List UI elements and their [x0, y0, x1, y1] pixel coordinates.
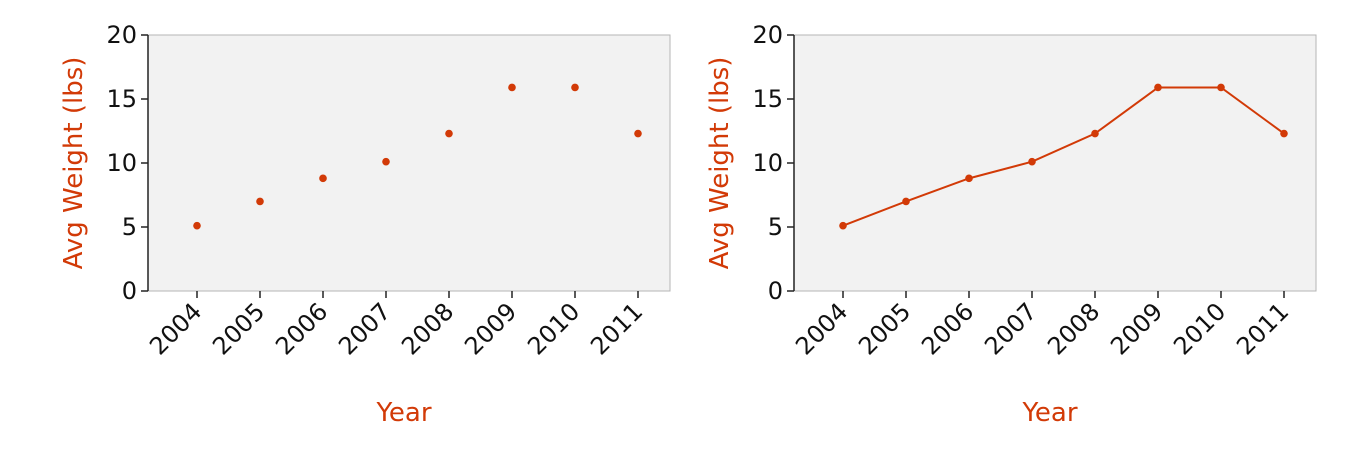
x-tick-label: 2010: [1168, 297, 1231, 360]
data-point: [634, 129, 642, 138]
x-tick-label: 2006: [916, 297, 979, 360]
x-tick-label: 2004: [144, 297, 207, 360]
data-point: [1028, 157, 1036, 166]
chart-panel-1: 0 5 10 15 20 2004 2005 2006 2007 2008 2009 2010 2011…: [59, 21, 671, 428]
x-tick-label: 2011: [585, 297, 648, 360]
series-line: [842, 86, 1285, 227]
x-tick-label: 2004: [790, 297, 853, 360]
x-tick-label: 2009: [1105, 297, 1168, 360]
x-tick-label: 2008: [1042, 297, 1105, 360]
x-tick-label: 2010: [522, 297, 585, 360]
y-tick-label: 15: [752, 85, 783, 113]
x-axis-title: Year: [375, 398, 431, 428]
data-point: [319, 174, 327, 183]
data-point: [1217, 83, 1225, 92]
data-point: [508, 83, 516, 92]
plot-area: [793, 34, 1317, 292]
data-point: [1091, 129, 1099, 138]
data-point: [193, 221, 201, 230]
y-tick-label: 20: [752, 21, 783, 49]
data-point: [839, 221, 847, 230]
y-axis-title: Avg Weight (lbs): [59, 57, 89, 270]
y-tick-label: 20: [106, 21, 137, 49]
data-point: [256, 197, 264, 206]
plot-area: [147, 34, 671, 292]
x-tick-label: 2007: [333, 297, 396, 360]
y-tick-label: 5: [122, 213, 137, 241]
y-tick-label: 5: [768, 213, 783, 241]
x-tick-label: 2011: [1231, 297, 1294, 360]
y-tick-label: 0: [122, 277, 137, 305]
x-tick-label: 2005: [207, 297, 270, 360]
y-axis-title: Avg Weight (lbs): [705, 57, 735, 270]
x-tick-label: 2005: [853, 297, 916, 360]
chart-panel-2: 0 5 10 15 20 2004 2005 2006 2007 2008 2009 2010 2011…: [705, 21, 1317, 428]
y-tick-label: 15: [106, 85, 137, 113]
data-point: [445, 129, 453, 138]
y-tick-label: 0: [768, 277, 783, 305]
data-point: [902, 197, 910, 206]
data-point: [965, 174, 973, 183]
y-tick-label: 10: [752, 149, 783, 177]
x-tick-label: 2008: [396, 297, 459, 360]
data-point: [382, 157, 390, 166]
x-tick-label: 2009: [459, 297, 522, 360]
data-point: [1280, 129, 1288, 138]
data-point: [571, 83, 579, 92]
x-axis-title: Year: [1021, 398, 1077, 428]
x-tick-label: 2007: [979, 297, 1042, 360]
y-tick-label: 10: [106, 149, 137, 177]
x-tick-label: 2006: [270, 297, 333, 360]
data-point: [1154, 83, 1162, 92]
